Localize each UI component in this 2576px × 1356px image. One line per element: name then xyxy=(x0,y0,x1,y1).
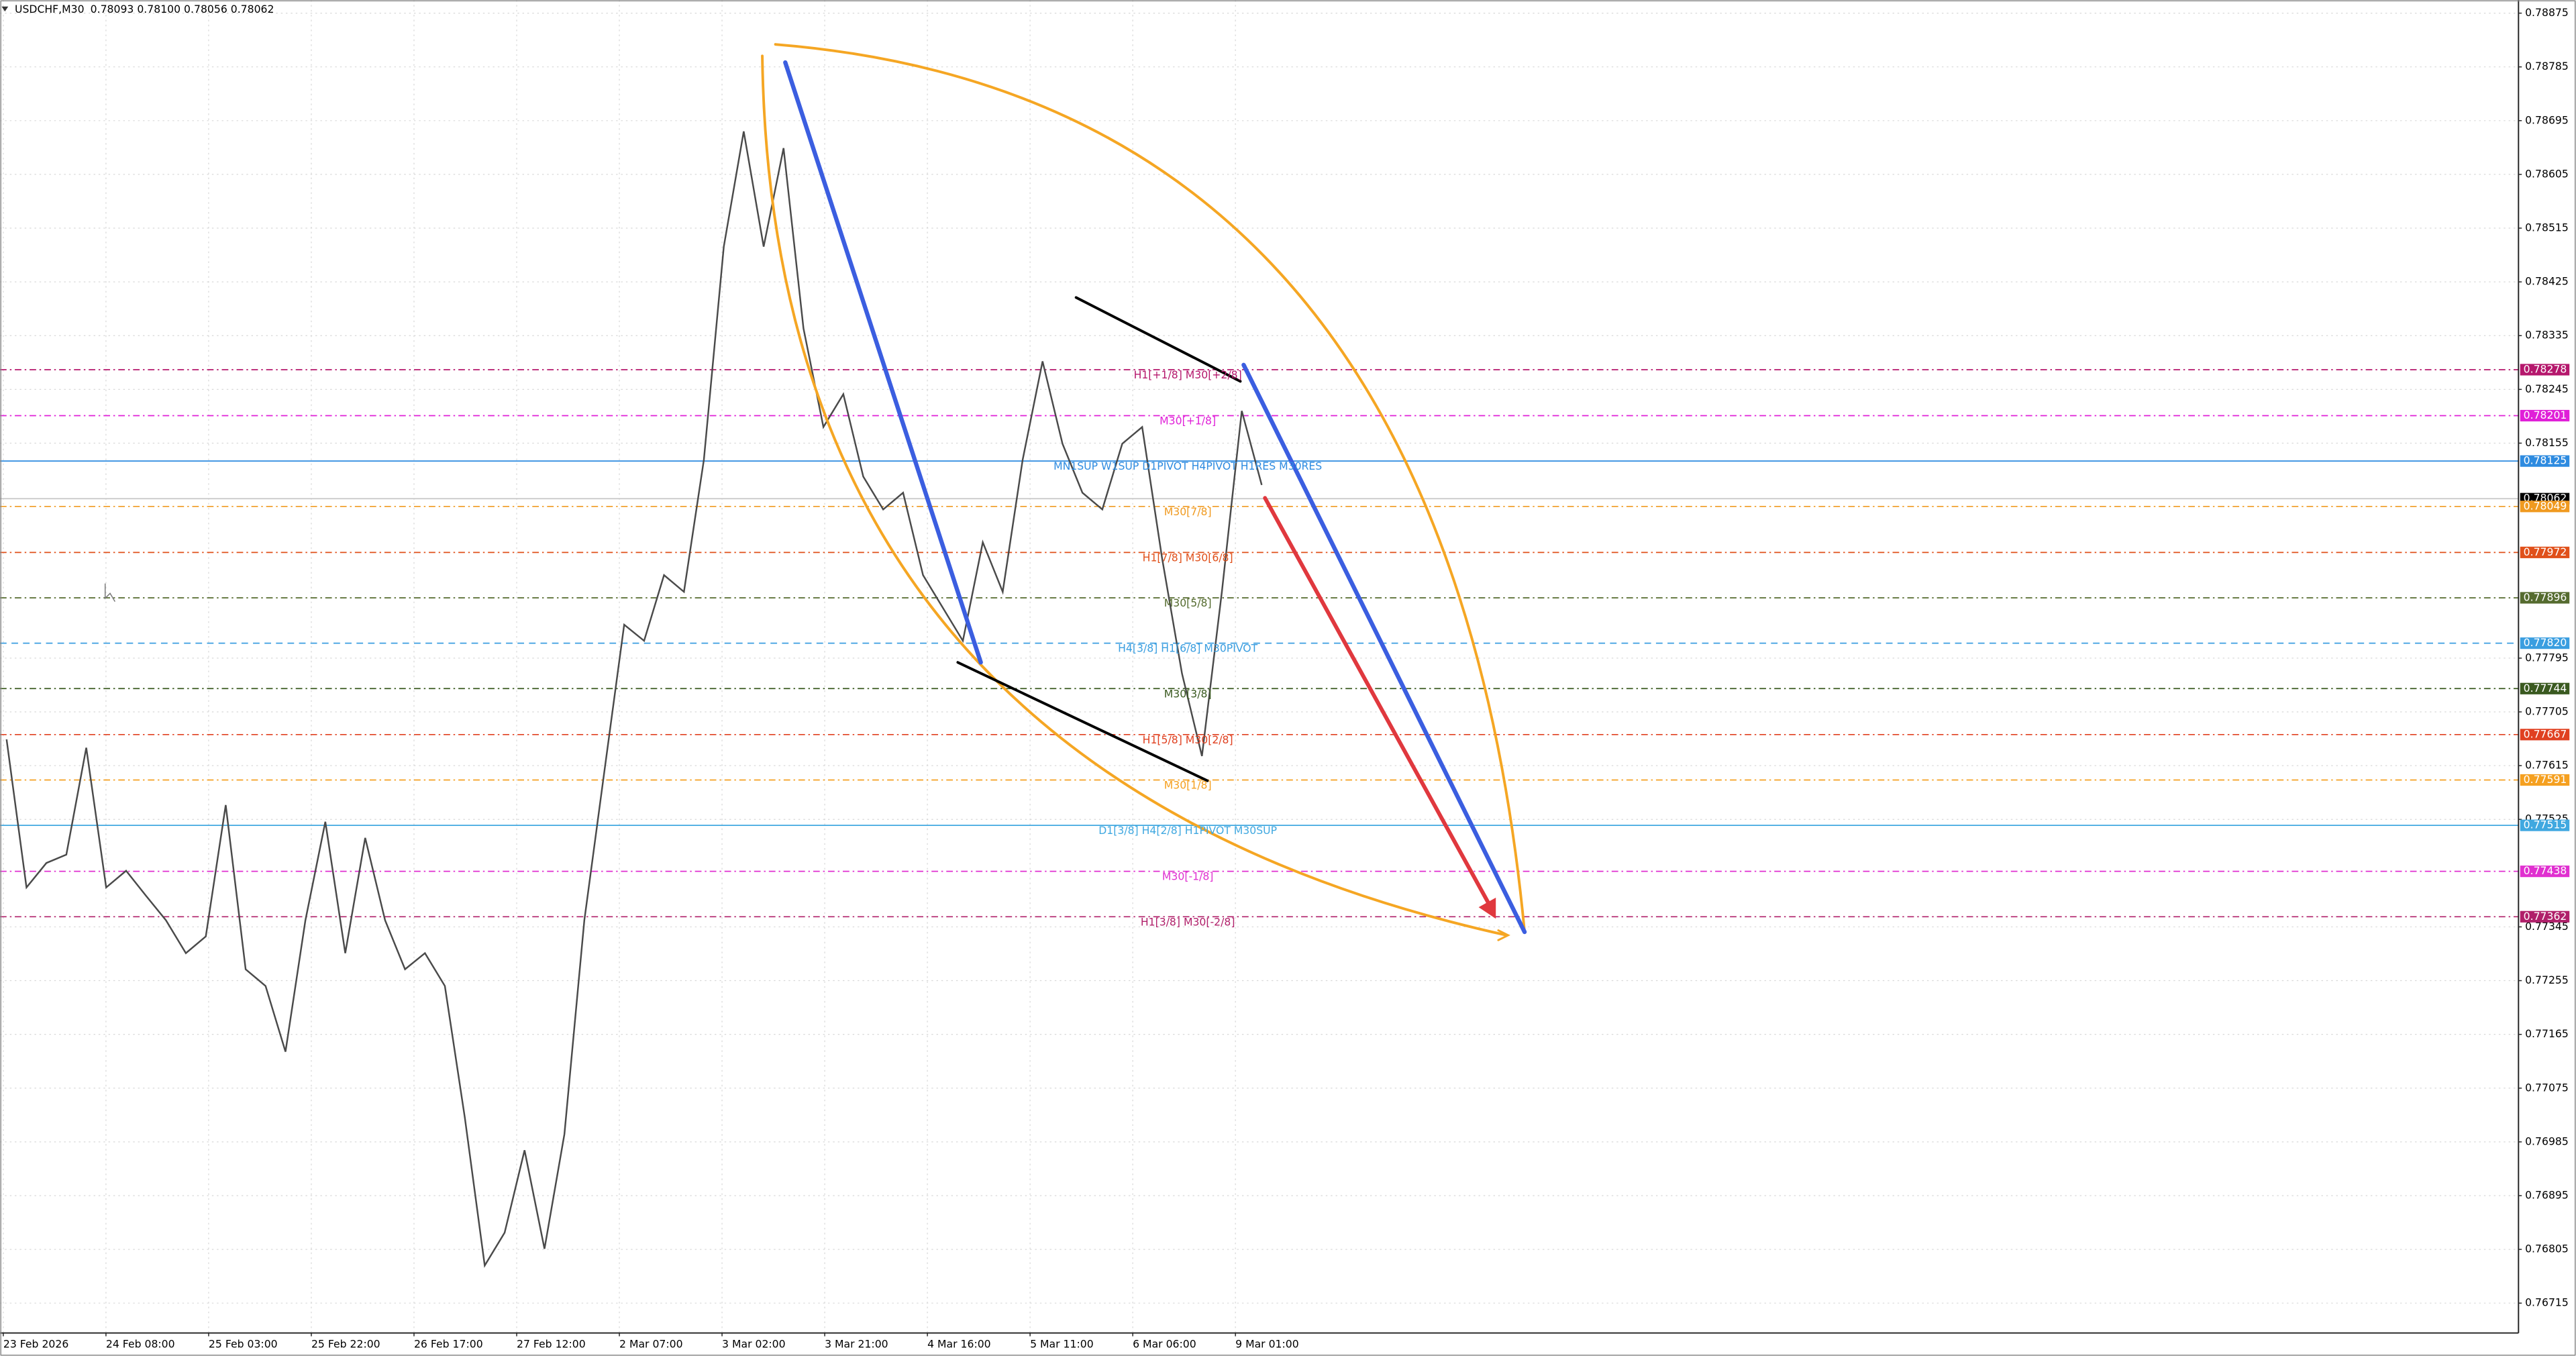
arc-upper xyxy=(774,43,1527,933)
price-box-label: 0.77438 xyxy=(2524,864,2567,877)
y-tick-label: 0.78515 xyxy=(2525,221,2569,234)
y-tick-label: 0.76985 xyxy=(2525,1135,2569,1147)
price-box xyxy=(2520,729,2570,741)
series xyxy=(5,131,1263,1268)
price-box-label: 0.77362 xyxy=(2524,910,2567,923)
y-tick-label: 0.77165 xyxy=(2525,1027,2569,1040)
ohlc: 0.78093 0.78100 0.78056 0.78062 xyxy=(91,3,274,15)
x-tick-label: 25 Feb 22:00 xyxy=(311,1337,380,1350)
y-tick-label: 0.77615 xyxy=(2525,759,2569,772)
x-tick-label: 4 Mar 16:00 xyxy=(927,1337,991,1350)
price-box-label: 0.77515 xyxy=(2524,819,2567,831)
price-box-label: 0.77667 xyxy=(2524,727,2567,740)
level-label: M30[+1/8] xyxy=(1160,415,1216,427)
arc-lower xyxy=(761,54,1508,937)
x-tick-label: 9 Mar 01:00 xyxy=(1235,1337,1299,1350)
price-box xyxy=(2520,501,2570,513)
level-label: H1[+1/8] M30[+2/8] xyxy=(1134,368,1242,381)
level-label: M30[3/8] xyxy=(1164,687,1212,700)
level-label: H1[7/8] M30[6/8] xyxy=(1143,551,1233,564)
level-label: M30[7/8] xyxy=(1164,505,1212,518)
price-line xyxy=(5,131,1263,1268)
y-tick-label: 0.77345 xyxy=(2525,920,2569,933)
price-box-label: 0.77972 xyxy=(2524,545,2567,558)
y-tick-label: 0.78335 xyxy=(2525,329,2569,342)
x-tick-label: 24 Feb 08:00 xyxy=(106,1337,175,1350)
x-tick-label: 23 Feb 2026 xyxy=(3,1337,68,1350)
arrow-head xyxy=(1478,897,1496,919)
trendline-black xyxy=(1074,296,1242,383)
level-label: M30[-1/8] xyxy=(1162,870,1213,883)
x-tick-label: 3 Mar 02:00 xyxy=(722,1337,786,1350)
y-tick-label: 0.78695 xyxy=(2525,113,2569,126)
level-label: H4[3/8] H1[6/8] M30PIVOT xyxy=(1118,642,1257,655)
y-tick-label: 0.78785 xyxy=(2525,60,2569,72)
price-box xyxy=(2520,866,2570,878)
x-tick-label: 27 Feb 12:00 xyxy=(517,1337,586,1350)
y-tick-label: 0.78155 xyxy=(2525,436,2569,449)
cursor xyxy=(104,583,116,602)
price-box xyxy=(2520,455,2570,467)
y-tick-label: 0.77075 xyxy=(2525,1081,2569,1094)
x-tick-label: 5 Mar 11:00 xyxy=(1030,1337,1094,1350)
y-tick-label: 0.78605 xyxy=(2525,167,2569,180)
price-box-label: 0.78049 xyxy=(2524,499,2567,512)
price-box xyxy=(2520,546,2570,558)
x-tick-label: 2 Mar 07:00 xyxy=(619,1337,683,1350)
price-box xyxy=(2520,364,2570,376)
symbol: USDCHF,M30 xyxy=(15,3,85,15)
y-tick-label: 0.76895 xyxy=(2525,1188,2569,1201)
level-label: M30[5/8] xyxy=(1164,596,1212,609)
price-box xyxy=(2520,910,2570,923)
trendline-blue xyxy=(783,60,983,665)
y-tick-label: 0.76805 xyxy=(2525,1243,2569,1255)
levels xyxy=(0,369,2519,918)
price-box-label: 0.78201 xyxy=(2524,409,2567,421)
y-tick-label: 0.76715 xyxy=(2525,1296,2569,1309)
menu-icon[interactable] xyxy=(1,6,9,12)
price-box-label: 0.77820 xyxy=(2524,636,2567,649)
level-label: MN1SUP W1SUP D1PIVOT H4PIVOT H1RES M30RE… xyxy=(1053,460,1322,472)
price-box xyxy=(2520,682,2570,694)
price-box-label: 0.78278 xyxy=(2524,362,2567,375)
x-tick-label: 25 Feb 03:00 xyxy=(209,1337,278,1350)
price-box xyxy=(2520,409,2570,422)
price-box xyxy=(2520,774,2570,786)
price-box-label: 0.77591 xyxy=(2524,773,2567,786)
level-label: H1[5/8] M30[2/8] xyxy=(1143,733,1233,746)
level-label: D1[3/8] H4[2/8] H1PIVOT M30SUP xyxy=(1098,824,1277,837)
drawings xyxy=(761,43,1527,941)
y-tick-label: 0.77255 xyxy=(2525,974,2569,986)
y-tick-label: 0.78425 xyxy=(2525,275,2569,288)
arc-arrow xyxy=(1497,929,1510,941)
y-tick-label: 0.78875 xyxy=(2525,6,2569,19)
y-tick-label: 0.77705 xyxy=(2525,705,2569,717)
y-tick-label: 0.78245 xyxy=(2525,382,2569,395)
price-box xyxy=(2520,637,2570,649)
x-tick-label: 26 Feb 17:00 xyxy=(414,1337,483,1350)
price-box xyxy=(2520,819,2570,831)
price-box-label: 0.77744 xyxy=(2524,682,2567,694)
price-box-label: 0.78125 xyxy=(2524,454,2567,467)
trendline-blue xyxy=(1241,362,1527,935)
level-label: H1[3/8] M30[-2/8] xyxy=(1141,915,1235,928)
trendline-black xyxy=(956,661,1209,782)
y-tick-label: 0.77795 xyxy=(2525,651,2569,664)
level-label: M30[1/8] xyxy=(1164,779,1212,792)
price-box-label: 0.77896 xyxy=(2524,590,2567,603)
price-box xyxy=(2520,592,2570,604)
x-tick-label: 6 Mar 06:00 xyxy=(1133,1337,1196,1350)
arrow-red xyxy=(1263,496,1494,911)
x-tick-label: 3 Mar 21:00 xyxy=(825,1337,888,1350)
